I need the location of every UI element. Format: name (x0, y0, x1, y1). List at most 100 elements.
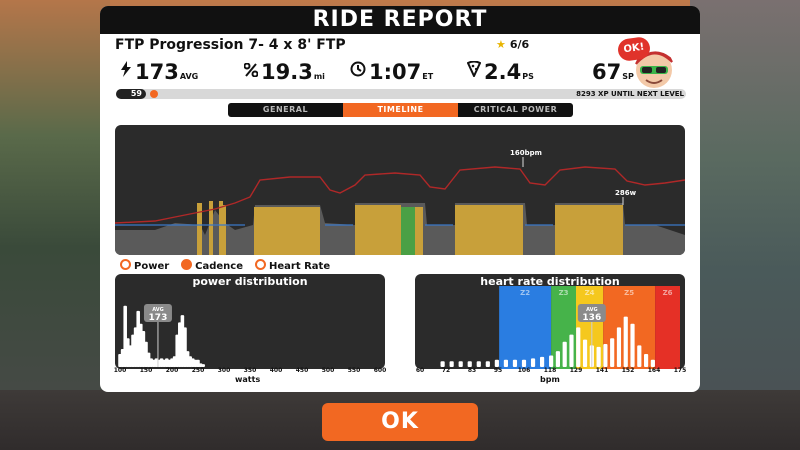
xp-remaining-text: 8293 XP UNTIL NEXT LEVEL (576, 90, 684, 98)
hr-x-axis-label: bpm (540, 375, 560, 384)
distribution-bar (616, 327, 622, 367)
xp-progress-bar (116, 89, 686, 99)
distribution-bar (650, 359, 655, 367)
x-tick-label: 300 (217, 367, 231, 374)
power-distribution-chart: AVG 173 power distribution (115, 274, 385, 369)
x-tick-label: 95 (493, 367, 503, 374)
x-tick-label: 100 (113, 367, 127, 374)
power-value: 173 (135, 60, 179, 84)
workout-title: FTP Progression 7- 4 x 8' FTP (115, 37, 346, 53)
power-peak-label: 286w (615, 189, 637, 197)
time-unit: ET (422, 72, 434, 81)
distance-icon (243, 62, 259, 81)
avg-badge (577, 304, 606, 322)
x-tick-label: 450 (295, 367, 309, 374)
star-icon: ★ (496, 38, 506, 51)
distribution-bar (623, 316, 628, 367)
distribution-bar (521, 359, 527, 367)
xp-progress-fill (150, 90, 158, 98)
drops-unit: PS (522, 72, 534, 81)
distribution-bar (539, 356, 545, 367)
distribution-bar (530, 358, 536, 367)
toggle-icon (255, 259, 267, 270)
distribution-bar (610, 338, 615, 367)
avg-badge-label: AVG (152, 307, 164, 313)
tab-timeline[interactable]: TIMELINE (343, 103, 458, 117)
interval-2a (355, 205, 401, 255)
x-tick-label: 600 (373, 367, 387, 374)
clock-icon (350, 61, 366, 81)
toggle-icon (181, 259, 193, 270)
report-tabs: GENERAL TIMELINE CRITICAL POWER (228, 103, 573, 117)
interval-warmup-4 (223, 205, 226, 255)
avg-badge-value: 136 (582, 313, 601, 323)
x-tick-label: 400 (269, 367, 283, 374)
x-tick-label: 350 (243, 367, 257, 374)
time-value: 1:07 (369, 60, 422, 84)
drops-value: 2.4 (484, 60, 522, 84)
tab-critical-power[interactable]: CRITICAL POWER (473, 105, 558, 114)
interval-2b (401, 207, 415, 255)
x-tick-label: 164 (647, 367, 661, 374)
interval-warmup-3 (219, 201, 223, 255)
hr-zone-band (499, 286, 552, 369)
x-tick-label: 83 (467, 367, 477, 374)
level-value: 59 (130, 89, 142, 98)
lightning-icon (120, 61, 132, 81)
background-scenery-left (0, 0, 110, 450)
distribution-bar (476, 361, 481, 367)
power-distribution-title: power distribution (192, 275, 308, 288)
legend-heart-rate-label: Heart Rate (269, 261, 331, 272)
toggle-icon (120, 259, 131, 270)
legend-cadence-label: Cadence (195, 261, 244, 272)
distribution-bar (643, 354, 649, 367)
ride-report-panel: RIDE REPORT FTP Progression 7- 4 x 8' FT… (100, 6, 700, 392)
stat-time: 1:07ET (350, 60, 433, 84)
level-badge: 59 (116, 89, 146, 99)
distribution-bar (569, 334, 574, 367)
heart-rate-line (115, 166, 685, 224)
stat-distance: 19.3mi (243, 60, 325, 84)
ok-button[interactable]: OK (322, 403, 478, 441)
interval-warmup-2 (209, 201, 213, 255)
distribution-bar (458, 361, 463, 367)
distance-unit: mi (313, 72, 325, 81)
heart-rate-distribution-chart: Z2 Z3 Z4 Z5 Z6 AVG 136 heart rate distribution (415, 274, 685, 369)
distribution-bar (582, 339, 588, 367)
timeline-legend: Power Cadence Heart Rate (120, 259, 330, 272)
hr-zone-band (420, 286, 500, 369)
x-tick-label: 175 (673, 367, 687, 374)
interval-4 (555, 205, 623, 255)
power-unit: AVG (179, 72, 199, 81)
distribution-bar (440, 361, 445, 367)
speed-unit: SP (622, 72, 634, 81)
distribution-bar (576, 327, 581, 367)
x-tick-label: 118 (543, 367, 557, 374)
x-tick-label: 129 (569, 367, 583, 374)
distribution-bar (630, 323, 635, 367)
distribution-bar (494, 359, 499, 367)
distribution-bar (449, 361, 454, 367)
rider-avatar (635, 51, 673, 88)
workout-rating: ★ 6/6 (496, 38, 529, 51)
tab-general[interactable]: GENERAL (262, 105, 309, 114)
page-title: RIDE REPORT (312, 7, 488, 32)
distance-value: 19.3 (261, 60, 313, 84)
rating-value: 6/6 (509, 38, 530, 51)
hr-zone-label: Z4 (585, 289, 595, 297)
background-scenery-right (690, 0, 800, 450)
distribution-bar (201, 364, 205, 367)
legend-power[interactable]: Power (120, 259, 169, 272)
interval-2c (415, 207, 423, 255)
legend-cadence[interactable]: Cadence (181, 259, 243, 272)
distribution-bar (503, 359, 509, 367)
hr-zone-label: Z6 (663, 289, 673, 297)
x-tick-label: 72 (441, 367, 451, 374)
x-tick-label: 550 (347, 367, 361, 374)
legend-heart-rate[interactable]: Heart Rate (255, 259, 330, 272)
hr-zone-band (655, 286, 680, 369)
x-tick-label: 141 (595, 367, 609, 374)
hr-zone-label: Z3 (559, 289, 569, 297)
power-x-axis-ticks: 100 150 200 250 300 350 400 450 500 550 600 (113, 367, 387, 377)
